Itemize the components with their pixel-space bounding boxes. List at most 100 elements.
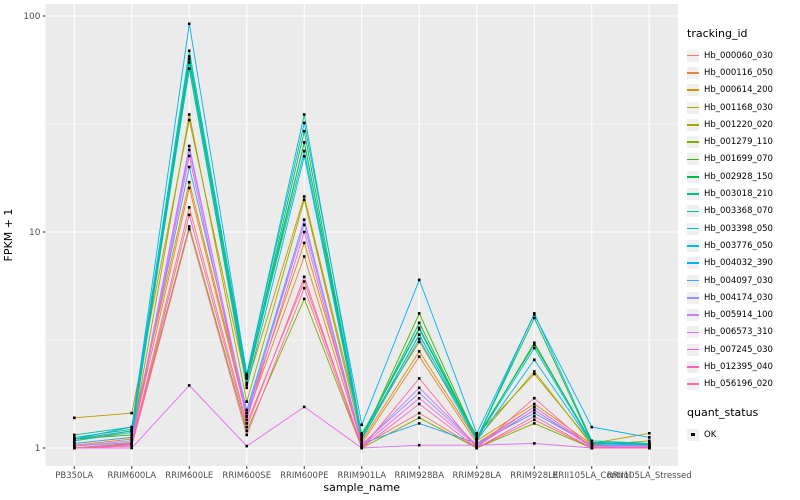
data-point — [130, 441, 133, 444]
data-point — [245, 429, 248, 433]
legend-key — [687, 378, 699, 391]
data-point — [417, 326, 421, 330]
data-point — [302, 121, 306, 125]
legend-line-swatch — [687, 383, 699, 386]
legend-item: Hb_056196_020 — [687, 376, 799, 393]
legend-key — [687, 222, 699, 235]
data-point — [417, 386, 421, 390]
legend-line-swatch — [687, 106, 699, 109]
data-point — [648, 436, 651, 439]
data-point — [245, 381, 248, 385]
data-point — [73, 444, 76, 448]
x-tick-label: RRIM928LE — [510, 471, 558, 481]
data-point — [417, 443, 421, 447]
legend-key — [687, 49, 699, 62]
data-point — [302, 241, 306, 245]
data-point — [245, 408, 248, 412]
quant-legend-item: OK — [687, 426, 799, 443]
legend-line-swatch — [687, 210, 699, 213]
data-point — [187, 227, 191, 231]
legend-item: Hb_007245_030 — [687, 341, 799, 358]
legend-line-swatch — [687, 348, 699, 351]
legend-item: Hb_001220_020 — [687, 116, 799, 133]
data-point — [533, 346, 536, 350]
data-point — [417, 278, 421, 282]
data-point — [648, 442, 651, 445]
data-point — [245, 372, 248, 376]
legend-key — [687, 239, 699, 252]
data-point — [130, 429, 133, 433]
legend-line-swatch — [687, 124, 699, 126]
data-point — [130, 425, 133, 429]
legend-item-label: Hb_001699_070 — [704, 154, 773, 165]
legend-panel: tracking_id Hb_000060_030 Hb_000116_050 Hb… — [687, 27, 799, 443]
data-point — [302, 405, 306, 409]
x-tick-label: RRII105LA_Control — [552, 471, 631, 481]
legend-key — [687, 309, 699, 322]
data-point — [475, 436, 478, 439]
legend-item-label: Hb_007245_030 — [704, 344, 773, 355]
data-point — [360, 446, 363, 450]
data-point — [360, 444, 363, 448]
data-point — [187, 55, 191, 58]
data-point — [302, 255, 306, 258]
data-point — [245, 374, 248, 378]
data-point — [73, 437, 76, 441]
data-point — [533, 422, 536, 425]
data-point — [302, 223, 306, 227]
data-point — [302, 230, 306, 234]
data-point — [533, 442, 536, 445]
data-point — [187, 61, 191, 64]
data-point — [130, 446, 133, 450]
data-point — [245, 377, 248, 380]
x-tick-label: RRIM600LA — [107, 471, 156, 481]
data-point — [130, 428, 133, 431]
legend-key — [687, 84, 699, 97]
data-point — [130, 433, 133, 437]
data-point — [245, 400, 248, 403]
data-point — [590, 442, 594, 445]
data-point — [590, 439, 594, 443]
x-tick-label: RRIM600SE — [222, 471, 271, 481]
data-point — [533, 343, 536, 347]
legend-line-swatch — [687, 279, 699, 282]
data-point — [417, 337, 421, 341]
data-point — [533, 358, 536, 362]
data-point — [360, 436, 363, 439]
data-point — [187, 384, 191, 387]
legend-key — [687, 257, 699, 270]
legend-item-label: Hb_005914_100 — [704, 310, 773, 321]
legend-item: Hb_000116_050 — [687, 64, 799, 81]
data-point — [245, 418, 248, 422]
legend-key — [687, 274, 699, 287]
legend-item-label: Hb_003368_070 — [704, 206, 773, 217]
y-axis-title: FPKM + 1 — [2, 209, 15, 262]
legend-item: Hb_002928_150 — [687, 168, 799, 185]
data-point — [73, 442, 76, 445]
legend-line-swatch — [687, 89, 699, 92]
legend-item-label: Hb_002928_150 — [704, 171, 773, 182]
data-point — [245, 433, 248, 437]
data-point — [475, 433, 478, 437]
legend-item-label: Hb_003776_050 — [704, 240, 773, 251]
data-point — [302, 195, 306, 198]
data-point — [533, 405, 536, 409]
legend-item: Hb_004032_390 — [687, 255, 799, 272]
data-point — [417, 422, 421, 425]
data-point — [302, 218, 306, 221]
data-point — [302, 297, 306, 301]
legend-item: Hb_012395_040 — [687, 358, 799, 375]
data-point — [475, 442, 478, 445]
data-point — [73, 433, 76, 437]
legend-item-label: Hb_012395_040 — [704, 361, 773, 372]
legend-item: Hb_001699_070 — [687, 151, 799, 168]
data-point — [533, 341, 536, 345]
x-tick-label: PB350LA — [55, 471, 93, 481]
data-point — [245, 422, 248, 425]
data-point — [245, 444, 248, 448]
data-point — [302, 275, 306, 279]
legend-item: Hb_004097_030 — [687, 272, 799, 289]
legend-line-swatch — [687, 227, 699, 230]
legend-item-label: Hb_004097_030 — [704, 275, 773, 286]
legend-line-swatch — [687, 54, 699, 57]
